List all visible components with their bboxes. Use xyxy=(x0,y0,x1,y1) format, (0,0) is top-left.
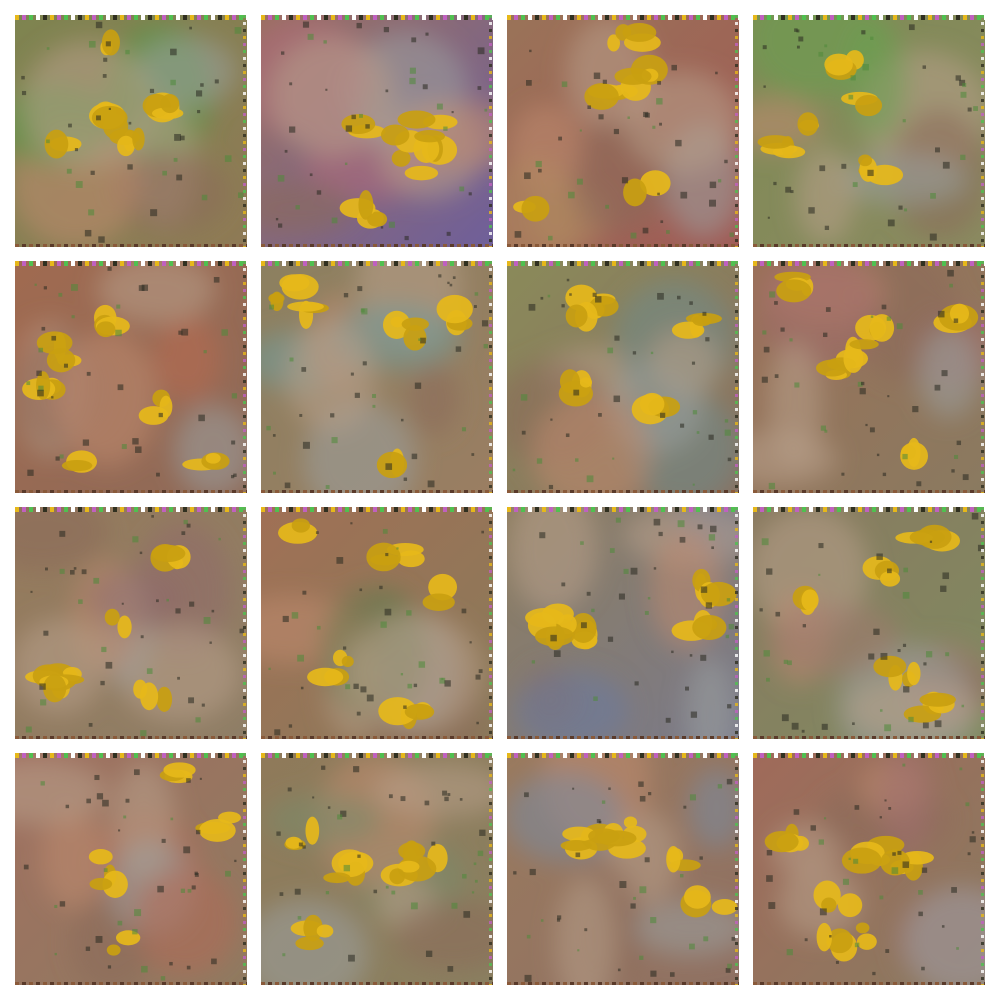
sample-tile xyxy=(261,261,493,493)
texture-specks xyxy=(762,24,978,241)
yellow-blobs xyxy=(558,284,722,425)
sample-image xyxy=(507,507,739,739)
yellow-blobs xyxy=(88,762,241,956)
yellow-blobs xyxy=(284,816,448,951)
sample-tile xyxy=(15,261,247,493)
sample-image xyxy=(15,507,247,739)
sample-image xyxy=(261,753,493,985)
sample-tile xyxy=(15,507,247,739)
sample-image xyxy=(507,261,739,493)
sample-tile xyxy=(507,261,739,493)
sample-tile xyxy=(753,261,985,493)
soft-color-patches xyxy=(15,759,239,985)
sample-tile xyxy=(753,507,985,739)
border-artifacts xyxy=(261,753,493,985)
border-artifacts xyxy=(15,753,247,985)
border-artifacts xyxy=(261,507,493,739)
sample-tile xyxy=(507,15,739,247)
texture-specks xyxy=(21,21,244,243)
yellow-blobs xyxy=(25,543,191,712)
sample-image xyxy=(753,753,985,985)
sample-image xyxy=(15,753,247,985)
sample-tile xyxy=(15,15,247,247)
sample-tile xyxy=(507,753,739,985)
sample-image xyxy=(753,261,985,493)
texture-specks xyxy=(276,765,486,972)
border-artifacts xyxy=(15,261,247,493)
yellow-blobs xyxy=(268,273,473,479)
sample-image xyxy=(261,15,493,247)
border-artifacts xyxy=(261,261,493,493)
border-artifacts xyxy=(753,753,985,985)
border-artifacts xyxy=(753,15,985,247)
sample-image xyxy=(261,507,493,739)
yellow-blobs xyxy=(774,271,979,470)
sample-tile xyxy=(261,507,493,739)
yellow-blobs xyxy=(44,29,184,159)
sample-image xyxy=(507,753,739,985)
texture-specks xyxy=(266,274,489,489)
texture-specks xyxy=(759,512,985,733)
texture-specks xyxy=(531,517,735,723)
sample-tile xyxy=(753,15,985,247)
border-artifacts xyxy=(507,261,739,493)
texture-specks xyxy=(268,522,484,736)
soft-color-patches xyxy=(508,507,739,739)
sample-image xyxy=(15,261,247,493)
sample-image xyxy=(753,507,985,739)
border-artifacts xyxy=(261,15,493,247)
texture-specks xyxy=(766,763,976,976)
border-artifacts xyxy=(507,15,739,247)
texture-specks xyxy=(26,266,238,479)
soft-color-patches xyxy=(507,16,739,247)
yellow-blobs xyxy=(278,518,458,730)
border-artifacts xyxy=(507,753,739,985)
sample-tile xyxy=(753,753,985,985)
texture-specks xyxy=(514,49,734,241)
soft-color-patches xyxy=(770,753,985,985)
border-artifacts xyxy=(15,15,247,247)
texture-specks xyxy=(761,269,969,490)
soft-color-patches xyxy=(261,261,462,493)
yellow-blobs xyxy=(792,524,961,723)
soft-color-patches xyxy=(15,23,237,247)
sample-tile xyxy=(15,753,247,985)
yellow-blobs xyxy=(22,304,230,473)
texture-specks xyxy=(23,769,237,981)
yellow-blobs xyxy=(560,816,738,918)
yellow-blobs xyxy=(757,50,904,186)
sample-image xyxy=(15,15,247,247)
border-artifacts xyxy=(507,507,739,739)
texture-specks xyxy=(275,21,488,241)
yellow-blobs xyxy=(513,22,671,222)
sample-image xyxy=(753,15,985,247)
border-artifacts xyxy=(753,261,985,493)
sample-tile xyxy=(261,15,493,247)
border-artifacts xyxy=(15,507,247,739)
sample-image xyxy=(507,15,739,247)
texture-specks xyxy=(513,778,736,982)
sample-image xyxy=(261,261,493,493)
soft-color-patches xyxy=(261,584,484,739)
texture-specks xyxy=(512,278,732,490)
border-artifacts xyxy=(753,507,985,739)
sample-tile xyxy=(261,753,493,985)
texture-specks xyxy=(25,515,245,737)
sample-tile xyxy=(507,507,739,739)
